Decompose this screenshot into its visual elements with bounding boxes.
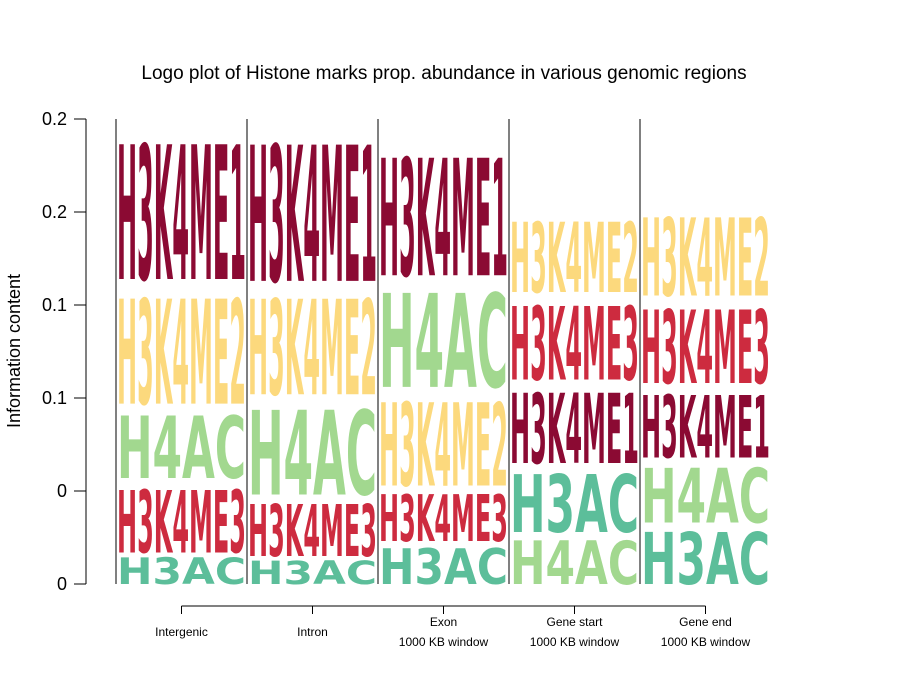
logo-letter-stack-h4ac: H4AC	[248, 387, 377, 522]
x-tick-label-gene-start: Gene start	[546, 615, 603, 629]
logo-letter-stack-h3k4me2: H3K4ME2	[641, 198, 770, 322]
logo-columns: H3ACH3K4ME3H4ACH3K4ME2H3K4ME1H3ACH3K4ME3…	[117, 108, 770, 601]
logo-letter-stack-h3k4me2: H3K4ME2	[379, 382, 508, 513]
logo-letter-stack-h3k4me3: H3K4ME3	[248, 492, 377, 574]
y-tick-label: 0.2	[42, 109, 67, 129]
y-axis: 0 0 0.1 0.1 0.2 0.2	[42, 109, 87, 594]
logo-letter-stack-h3k4me2: H3K4ME2	[117, 271, 246, 438]
logo-letter-stack-h3k4me1: H3K4ME1	[248, 108, 377, 325]
logo-letter-stack-h3k4me2: H3K4ME2	[510, 203, 639, 316]
logo-letter-stack-h4ac: H4AC	[641, 454, 770, 541]
x-tick-label-intron: Intron	[297, 625, 328, 639]
logo-letter-stack-h4ac: H4AC	[117, 398, 246, 498]
logo-letter-stack-h3k4me3: H3K4ME3	[641, 291, 770, 408]
logo-letter-stack-h3ac: H3AC	[117, 551, 246, 593]
y-tick-label: 0.1	[42, 295, 67, 315]
logo-letter-stack-h3ac: H3AC	[379, 538, 508, 596]
logo-letter-stack-h3k4me3: H3K4ME3	[379, 483, 508, 557]
logo-letter-stack-h3k4me1: H3K4ME1	[510, 374, 639, 487]
logo-letter-stack-h3k4me1: H3K4ME1	[379, 127, 508, 314]
logo-letter-stack-h3k4me3: H3K4ME3	[117, 472, 246, 573]
x-tick-label-gene-end: Gene end	[679, 615, 732, 629]
logo-letter-stack-h3k4me1: H3K4ME1	[117, 109, 246, 324]
y-tick-label: 0.2	[42, 202, 67, 222]
logo-letter-stack-h3ac: H3AC	[248, 554, 377, 592]
y-tick-label: 0	[57, 481, 67, 501]
logo-letter-stack-h3ac: H3AC	[641, 518, 770, 601]
x-axis: Intergenic Intron Exon 1000 KB window Gene s…	[155, 605, 751, 649]
logo-letter-stack-h3k4me1: H3K4ME1	[641, 377, 770, 478]
column-separators	[115, 119, 641, 584]
y-axis-label: Information content	[4, 274, 24, 428]
y-tick-label: 0	[57, 574, 67, 594]
logo-letter-stack-h4ac: H4AC	[379, 267, 508, 417]
x-tick-label-gene-end: 1000 KB window	[661, 635, 751, 649]
logo-letter-stack-h3k4me3: H3K4ME3	[510, 287, 639, 404]
logo-letter-stack-h4ac: H4AC	[510, 530, 639, 599]
logo-letter-stack-h3k4me2: H3K4ME2	[248, 275, 377, 427]
logo-letter-stack-h3ac: H3AC	[510, 460, 639, 552]
x-tick-label-gene-start: 1000 KB window	[530, 635, 620, 649]
y-tick-label: 0.1	[42, 388, 67, 408]
chart-title: Logo plot of Histone marks prop. abundan…	[141, 63, 746, 84]
x-tick-label-exon: Exon	[430, 615, 457, 629]
x-tick-label-intergenic: Intergenic	[155, 625, 208, 639]
x-tick-label-exon: 1000 KB window	[399, 635, 489, 649]
